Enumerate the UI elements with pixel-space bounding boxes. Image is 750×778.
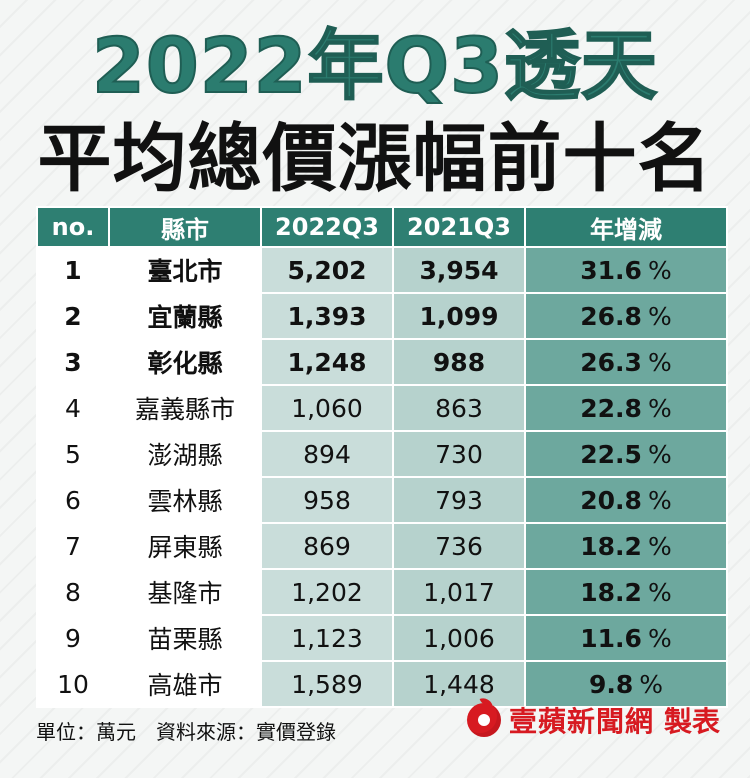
data-table: no. 縣市 2022Q3 2021Q3 年增減 1 臺北市 5,202 3,954 3… <box>36 206 728 708</box>
yoy-value: 18.2 <box>580 531 642 561</box>
cell-yoy: 20.8% <box>524 476 728 524</box>
cell-2022q3: 958 <box>260 476 394 524</box>
cell-2022q3: 1,589 <box>260 660 394 708</box>
cell-2021q3: 736 <box>392 522 526 570</box>
yoy-value: 22.8 <box>580 393 642 423</box>
table-header: no. 縣市 2022Q3 2021Q3 年增減 <box>36 206 728 248</box>
cell-2021q3: 1,017 <box>392 568 526 616</box>
yoy-value: 20.8 <box>580 485 642 515</box>
percent-sign: % <box>647 623 672 653</box>
footer-note: 單位：萬元 資料來源：實價登錄 <box>36 720 336 744</box>
table-body: 1 臺北市 5,202 3,954 31.6% 2 宜蘭縣 1,393 1,099 26.8% 3 彰… <box>36 247 728 708</box>
yoy-value: 26.3 <box>580 347 642 377</box>
ranking-table: no. 縣市 2022Q3 2021Q3 年增減 1 臺北市 5,202 3,954 3… <box>36 206 728 708</box>
percent-sign: % <box>647 393 672 423</box>
cell-city: 屏東縣 <box>108 522 262 570</box>
cell-city: 臺北市 <box>108 247 262 294</box>
brand-logo: 壹蘋新聞網 製表 <box>466 700 720 740</box>
table-row: 10 高雄市 1,589 1,448 9.8% <box>36 660 728 708</box>
cell-yoy: 9.8% <box>524 660 728 708</box>
cell-yoy: 18.2% <box>524 522 728 570</box>
yoy-value: 22.5 <box>580 439 642 469</box>
table-row: 2 宜蘭縣 1,393 1,099 26.8% <box>36 292 728 340</box>
cell-rank: 1 <box>36 247 110 294</box>
cell-yoy: 31.6% <box>524 247 728 294</box>
brand-suffix: 製表 <box>663 705 720 738</box>
table-row: 9 苗栗縣 1,123 1,006 11.6% <box>36 614 728 662</box>
cell-city: 宜蘭縣 <box>108 292 262 340</box>
cell-2022q3: 869 <box>260 522 394 570</box>
table-row: 1 臺北市 5,202 3,954 31.6% <box>36 247 728 294</box>
header-yoy: 年增減 <box>524 206 728 248</box>
cell-rank: 9 <box>36 614 110 662</box>
cell-2021q3: 793 <box>392 476 526 524</box>
cell-2021q3: 863 <box>392 384 526 432</box>
cell-rank: 7 <box>36 522 110 570</box>
cell-rank: 2 <box>36 292 110 340</box>
apple-icon <box>466 703 501 737</box>
table-row: 7 屏東縣 869 736 18.2% <box>36 522 728 570</box>
cell-rank: 8 <box>36 568 110 616</box>
cell-city: 彰化縣 <box>108 338 262 386</box>
cell-2022q3: 1,202 <box>260 568 394 616</box>
percent-sign: % <box>647 577 672 607</box>
cell-yoy: 22.8% <box>524 384 728 432</box>
cell-city: 基隆市 <box>108 568 262 616</box>
cell-2021q3: 3,954 <box>392 247 526 294</box>
header-row: no. 縣市 2022Q3 2021Q3 年增減 <box>36 206 728 248</box>
yoy-value: 11.6 <box>580 623 642 653</box>
cell-rank: 5 <box>36 430 110 478</box>
cell-2021q3: 1,099 <box>392 292 526 340</box>
title-line-1: 2022年Q3透天 <box>91 20 658 111</box>
table-row: 8 基隆市 1,202 1,017 18.2% <box>36 568 728 616</box>
title-line-2: 平均總價漲幅前十名 <box>37 116 713 202</box>
cell-rank: 10 <box>36 660 110 708</box>
percent-sign: % <box>647 439 672 469</box>
header-city: 縣市 <box>108 206 262 248</box>
cell-2021q3: 1,006 <box>392 614 526 662</box>
cell-2022q3: 894 <box>260 430 394 478</box>
header-2021q3: 2021Q3 <box>392 206 526 248</box>
table-row: 4 嘉義縣市 1,060 863 22.8% <box>36 384 728 432</box>
table-row: 3 彰化縣 1,248 988 26.3% <box>36 338 728 386</box>
cell-yoy: 22.5% <box>524 430 728 478</box>
cell-2021q3: 730 <box>392 430 526 478</box>
header-2022q3: 2022Q3 <box>260 206 394 248</box>
table-row: 6 雲林縣 958 793 20.8% <box>36 476 728 524</box>
percent-sign: % <box>647 347 672 377</box>
cell-city: 雲林縣 <box>108 476 262 524</box>
percent-sign: % <box>639 669 664 699</box>
cell-yoy: 26.3% <box>524 338 728 386</box>
title-block: 2022年Q3透天 平均總價漲幅前十名 <box>0 18 750 202</box>
brand-name: 壹蘋新聞網 <box>508 705 654 738</box>
cell-rank: 3 <box>36 338 110 386</box>
cell-2022q3: 1,060 <box>260 384 394 432</box>
percent-sign: % <box>647 531 672 561</box>
cell-2021q3: 1,448 <box>392 660 526 708</box>
cell-yoy: 26.8% <box>524 292 728 340</box>
cell-2022q3: 1,393 <box>260 292 394 340</box>
cell-2022q3: 1,123 <box>260 614 394 662</box>
cell-2022q3: 5,202 <box>260 247 394 294</box>
header-no: no. <box>36 206 110 248</box>
cell-city: 澎湖縣 <box>108 430 262 478</box>
cell-rank: 6 <box>36 476 110 524</box>
cell-2021q3: 988 <box>392 338 526 386</box>
cell-city: 高雄市 <box>108 660 262 708</box>
percent-sign: % <box>647 485 672 515</box>
cell-city: 苗栗縣 <box>108 614 262 662</box>
yoy-value: 31.6 <box>580 255 642 285</box>
yoy-value: 26.8 <box>580 301 642 331</box>
percent-sign: % <box>647 301 672 331</box>
cell-yoy: 11.6% <box>524 614 728 662</box>
percent-sign: % <box>647 255 672 285</box>
yoy-value: 18.2 <box>580 577 642 607</box>
cell-2022q3: 1,248 <box>260 338 394 386</box>
cell-rank: 4 <box>36 384 110 432</box>
cell-city: 嘉義縣市 <box>108 384 262 432</box>
yoy-value: 9.8 <box>588 669 634 699</box>
cell-yoy: 18.2% <box>524 568 728 616</box>
table-row: 5 澎湖縣 894 730 22.5% <box>36 430 728 478</box>
